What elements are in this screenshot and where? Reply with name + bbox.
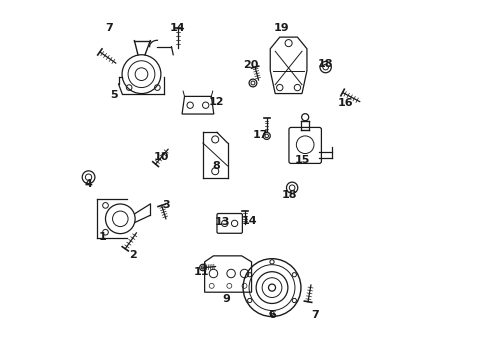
Text: 16: 16 <box>337 98 352 108</box>
Text: 7: 7 <box>104 23 112 33</box>
Text: 6: 6 <box>267 310 275 320</box>
Text: 1: 1 <box>99 232 106 242</box>
Text: 19: 19 <box>273 23 289 33</box>
Text: 18: 18 <box>281 190 297 200</box>
Text: 3: 3 <box>162 200 170 210</box>
Text: 15: 15 <box>294 154 310 165</box>
Text: 18: 18 <box>317 59 332 68</box>
Text: 14: 14 <box>242 216 257 226</box>
Text: 12: 12 <box>208 98 224 107</box>
Text: 11: 11 <box>193 267 209 277</box>
Text: 2: 2 <box>129 250 137 260</box>
Text: 8: 8 <box>212 161 220 171</box>
Text: 7: 7 <box>310 310 318 320</box>
Text: 4: 4 <box>84 179 92 189</box>
Text: 14: 14 <box>169 23 185 33</box>
Text: 10: 10 <box>154 152 169 162</box>
Text: 9: 9 <box>222 294 230 304</box>
Text: 5: 5 <box>110 90 118 100</box>
Text: 20: 20 <box>243 60 258 70</box>
Text: 13: 13 <box>215 217 230 227</box>
Text: 17: 17 <box>252 130 267 140</box>
